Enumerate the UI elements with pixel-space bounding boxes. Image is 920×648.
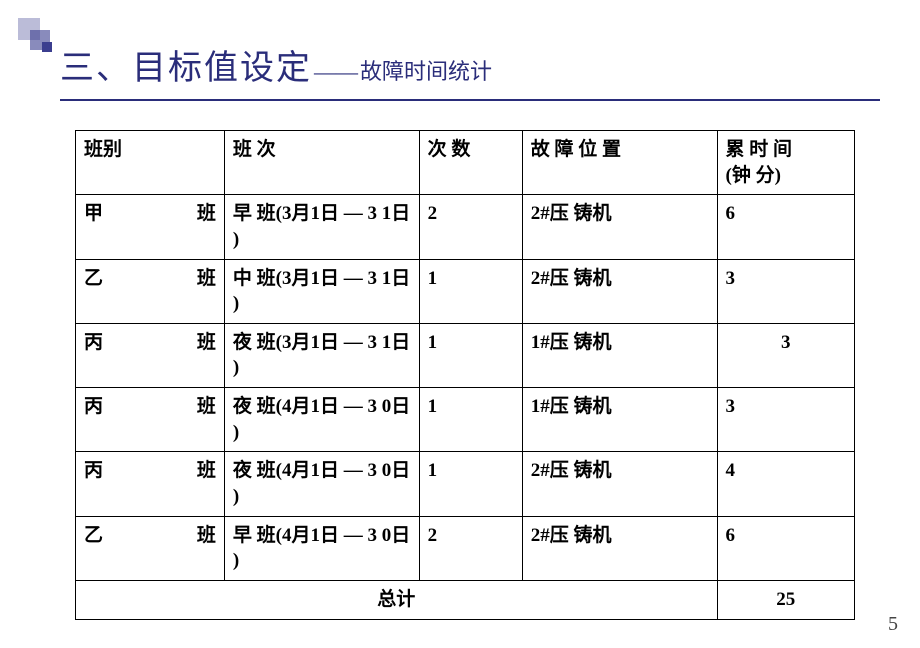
header-time: 累 时 间 (钟 分) xyxy=(717,131,854,195)
cell-count: 2 xyxy=(419,516,522,580)
cell-time: 6 xyxy=(717,195,854,259)
cell-shift: 早 班(4月1日 — 3 0日 ) xyxy=(224,516,419,580)
cell-shift: 中 班(3月1日 — 3 1日 ) xyxy=(224,259,419,323)
total-value: 25 xyxy=(717,580,854,619)
cell-ban: 乙班 xyxy=(76,516,225,580)
cell-time: 3 xyxy=(717,388,854,452)
title-main: 三、目标值设定 xyxy=(60,40,312,89)
cell-count: 1 xyxy=(419,388,522,452)
page-number: 5 xyxy=(888,613,898,636)
cell-time: 3 xyxy=(717,323,854,387)
cell-position: 1#压 铸机 xyxy=(522,323,717,387)
header-count: 次 数 xyxy=(419,131,522,195)
title-dash: —— xyxy=(314,59,358,85)
cell-count: 1 xyxy=(419,259,522,323)
cell-ban: 甲班 xyxy=(76,195,225,259)
title-sub: 故障时间统计 xyxy=(360,54,492,86)
cell-time: 4 xyxy=(717,452,854,516)
table-row: 丙班夜 班(4月1日 — 3 0日 )11#压 铸机3 xyxy=(76,388,855,452)
slide-title-row: 三、目标值设定 —— 故障时间统计 xyxy=(60,40,880,101)
cell-count: 1 xyxy=(419,452,522,516)
cell-position: 2#压 铸机 xyxy=(522,452,717,516)
cell-time: 3 xyxy=(717,259,854,323)
table-row: 乙班早 班(4月1日 — 3 0日 )22#压 铸机6 xyxy=(76,516,855,580)
cell-position: 2#压 铸机 xyxy=(522,259,717,323)
corner-decoration xyxy=(18,18,52,52)
fault-time-table: 班别 班 次 次 数 故 障 位 置 累 时 间 (钟 分) 甲班早 班(3月1… xyxy=(75,130,855,620)
cell-ban: 丙班 xyxy=(76,452,225,516)
cell-shift: 夜 班(3月1日 — 3 1日 ) xyxy=(224,323,419,387)
cell-position: 1#压 铸机 xyxy=(522,388,717,452)
fault-table-container: 班别 班 次 次 数 故 障 位 置 累 时 间 (钟 分) 甲班早 班(3月1… xyxy=(75,130,855,620)
cell-count: 1 xyxy=(419,323,522,387)
cell-ban: 乙班 xyxy=(76,259,225,323)
header-shift: 班 次 xyxy=(224,131,419,195)
cell-ban: 丙班 xyxy=(76,323,225,387)
header-position: 故 障 位 置 xyxy=(522,131,717,195)
table-row: 丙班夜 班(3月1日 — 3 1日 )11#压 铸机3 xyxy=(76,323,855,387)
header-ban: 班别 xyxy=(76,131,225,195)
table-row: 乙班中 班(3月1日 — 3 1日 )12#压 铸机3 xyxy=(76,259,855,323)
cell-position: 2#压 铸机 xyxy=(522,195,717,259)
cell-shift: 夜 班(4月1日 — 3 0日 ) xyxy=(224,452,419,516)
cell-position: 2#压 铸机 xyxy=(522,516,717,580)
table-header-row: 班别 班 次 次 数 故 障 位 置 累 时 间 (钟 分) xyxy=(76,131,855,195)
table-row: 丙班夜 班(4月1日 — 3 0日 )12#压 铸机4 xyxy=(76,452,855,516)
table-total-row: 总计25 xyxy=(76,580,855,619)
cell-time: 6 xyxy=(717,516,854,580)
table-row: 甲班早 班(3月1日 — 3 1日 )22#压 铸机6 xyxy=(76,195,855,259)
cell-count: 2 xyxy=(419,195,522,259)
cell-shift: 夜 班(4月1日 — 3 0日 ) xyxy=(224,388,419,452)
cell-ban: 丙班 xyxy=(76,388,225,452)
cell-shift: 早 班(3月1日 — 3 1日 ) xyxy=(224,195,419,259)
total-label: 总计 xyxy=(76,580,718,619)
